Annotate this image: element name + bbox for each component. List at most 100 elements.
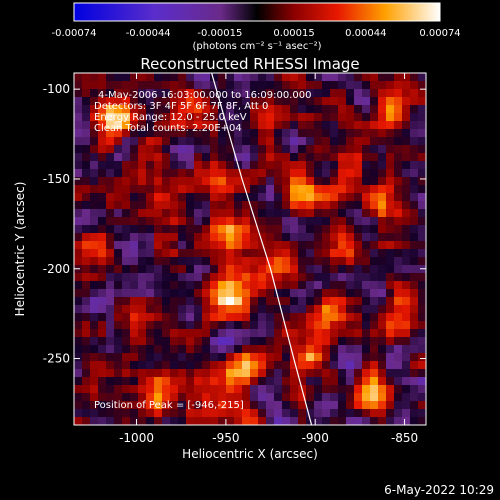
heatmap-cell bbox=[298, 321, 307, 330]
peak-position-label: Position of Peak = [-946,-215] bbox=[94, 400, 244, 411]
heatmap-cell bbox=[98, 273, 107, 282]
heatmap-cell bbox=[306, 217, 315, 226]
heatmap-cell bbox=[170, 233, 179, 242]
heatmap-cell bbox=[394, 289, 403, 298]
heatmap-cell bbox=[98, 81, 107, 90]
heatmap-cell bbox=[186, 353, 195, 362]
heatmap-cell bbox=[242, 201, 251, 210]
heatmap-cell bbox=[218, 169, 227, 178]
heatmap-cell bbox=[74, 249, 83, 258]
heatmap-cell bbox=[418, 97, 426, 106]
heatmap-cell bbox=[394, 337, 403, 346]
heatmap-cell bbox=[74, 257, 83, 266]
heatmap-cell bbox=[162, 225, 171, 234]
heatmap-cell bbox=[130, 257, 139, 266]
heatmap-cell bbox=[410, 297, 419, 306]
heatmap-cell bbox=[250, 417, 259, 425]
heatmap-cell bbox=[138, 129, 147, 138]
heatmap-cell bbox=[74, 401, 83, 410]
heatmap-cell bbox=[290, 377, 299, 386]
heatmap-cell bbox=[194, 217, 203, 226]
heatmap-cell bbox=[306, 185, 315, 194]
heatmap-cell bbox=[82, 177, 91, 186]
heatmap-cell bbox=[258, 97, 267, 106]
heatmap-cell bbox=[218, 201, 227, 210]
heatmap-cell bbox=[210, 209, 219, 218]
heatmap-cell bbox=[82, 297, 91, 306]
heatmap-cell bbox=[138, 105, 147, 114]
heatmap-cell bbox=[130, 385, 139, 394]
heatmap-cell bbox=[194, 209, 203, 218]
heatmap-cell bbox=[122, 113, 131, 122]
heatmap-cell bbox=[394, 129, 403, 138]
heatmap-cell bbox=[410, 137, 419, 146]
heatmap-cell bbox=[202, 361, 211, 370]
heatmap-cell bbox=[298, 305, 307, 314]
heatmap-cell bbox=[162, 393, 171, 402]
heatmap-cell bbox=[266, 105, 275, 114]
heatmap-cell bbox=[306, 177, 315, 186]
heatmap-cell bbox=[306, 137, 315, 146]
heatmap-cell bbox=[314, 161, 323, 170]
heatmap-cell bbox=[106, 281, 115, 290]
heatmap-cell bbox=[290, 121, 299, 130]
heatmap-cell bbox=[242, 81, 251, 90]
heatmap-cell bbox=[226, 89, 235, 98]
heatmap-cell bbox=[210, 161, 219, 170]
heatmap-cell bbox=[386, 417, 395, 425]
heatmap-cell bbox=[410, 409, 419, 418]
heatmap-cell bbox=[338, 345, 347, 354]
heatmap-cell bbox=[402, 345, 411, 354]
heatmap-cell bbox=[282, 185, 291, 194]
heatmap-cell bbox=[322, 401, 331, 410]
heatmap-cell bbox=[250, 273, 259, 282]
heatmap-cell bbox=[226, 121, 235, 130]
heatmap-cell bbox=[146, 257, 155, 266]
heatmap-cell bbox=[170, 337, 179, 346]
heatmap-cell bbox=[250, 145, 259, 154]
heatmap-cell bbox=[282, 81, 291, 90]
heatmap-cell bbox=[258, 289, 267, 298]
heatmap-cell bbox=[154, 193, 163, 202]
heatmap-cell bbox=[202, 121, 211, 130]
heatmap-cell bbox=[234, 233, 243, 242]
heatmap-cell bbox=[306, 305, 315, 314]
heatmap-cell bbox=[114, 321, 123, 330]
heatmap-cell bbox=[242, 361, 251, 370]
heatmap-cell bbox=[162, 105, 171, 114]
heatmap-cell bbox=[346, 281, 355, 290]
heatmap-cell bbox=[130, 209, 139, 218]
heatmap-cell bbox=[338, 417, 347, 425]
heatmap-cell bbox=[138, 249, 147, 258]
heatmap-cell bbox=[322, 257, 331, 266]
heatmap-cell bbox=[298, 297, 307, 306]
heatmap-cell bbox=[394, 233, 403, 242]
heatmap-cell bbox=[386, 121, 395, 130]
heatmap-cell bbox=[386, 145, 395, 154]
heatmap-cell bbox=[330, 241, 339, 250]
heatmap-cell bbox=[130, 137, 139, 146]
heatmap-cell bbox=[330, 257, 339, 266]
heatmap-cell bbox=[418, 145, 426, 154]
heatmap-cell bbox=[90, 225, 99, 234]
heatmap-cell bbox=[274, 345, 283, 354]
heatmap-cell bbox=[290, 201, 299, 210]
heatmap-cell bbox=[282, 89, 291, 98]
heatmap-cell bbox=[298, 409, 307, 418]
heatmap-cell bbox=[154, 225, 163, 234]
heatmap-cell bbox=[82, 193, 91, 202]
heatmap-cell bbox=[274, 353, 283, 362]
heatmap-cell bbox=[146, 201, 155, 210]
heatmap-cell bbox=[194, 273, 203, 282]
heatmap-cell bbox=[98, 73, 107, 82]
heatmap-cell bbox=[274, 193, 283, 202]
heatmap-cell bbox=[370, 417, 379, 425]
heatmap-cell bbox=[114, 329, 123, 338]
heatmap-cell bbox=[354, 345, 363, 354]
heatmap-cell bbox=[370, 161, 379, 170]
heatmap-cell bbox=[210, 401, 219, 410]
heatmap-cell bbox=[394, 409, 403, 418]
heatmap-cell bbox=[202, 193, 211, 202]
heatmap-cell bbox=[282, 321, 291, 330]
heatmap-cell bbox=[234, 369, 243, 378]
